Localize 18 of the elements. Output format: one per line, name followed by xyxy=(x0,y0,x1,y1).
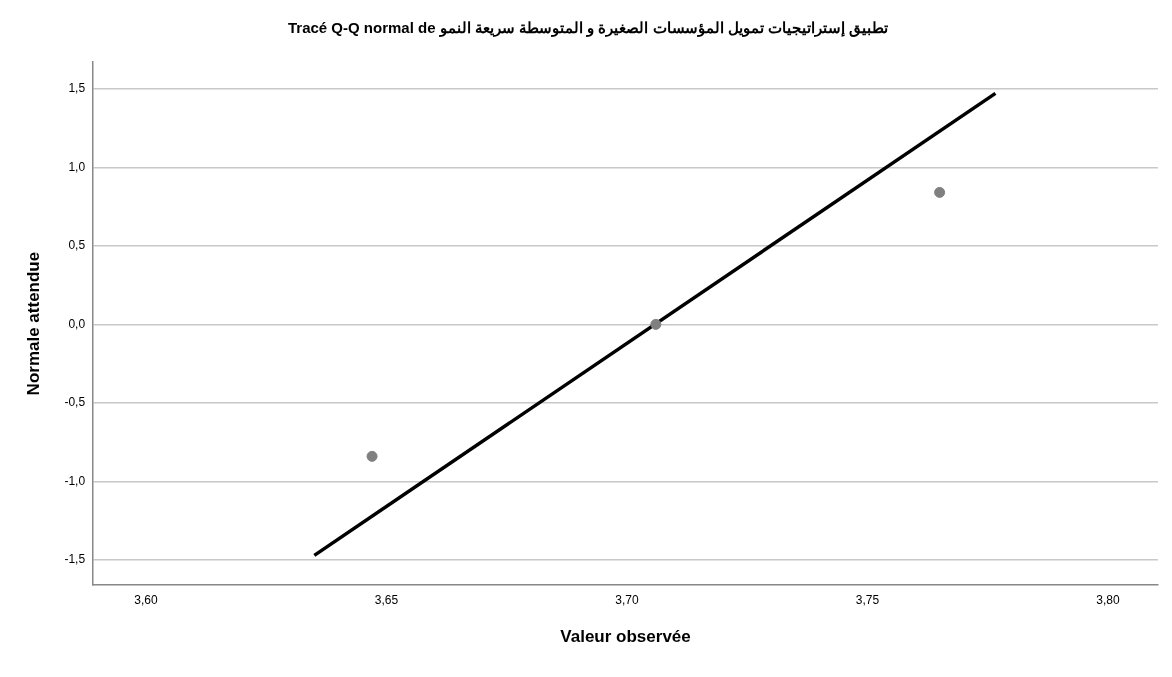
y-tick-label: 1,5 xyxy=(68,81,86,96)
y-axis-title: Normale attendue xyxy=(23,251,43,396)
x-axis-title: Valeur observée xyxy=(560,627,691,647)
chart-title: Tracé Q-Q normal de تطبيق إستراتيجيات تمويل المؤسسات الصغيرة و المتوسطة سريعة النمو xyxy=(287,19,889,38)
point xyxy=(366,450,378,462)
y-tick-label: 1,0 xyxy=(68,159,86,174)
y-tick-label: -0,5 xyxy=(64,395,86,410)
x-tick-label: 3,65 xyxy=(374,592,399,607)
point xyxy=(650,318,662,330)
y-tick-label: -1,0 xyxy=(64,473,86,488)
x-tick-label: 3,60 xyxy=(134,592,158,607)
x-tick-label: 3,80 xyxy=(1096,592,1120,607)
y-tick-label: 0,0 xyxy=(68,316,86,331)
y-tick-label: -1,5 xyxy=(64,552,86,567)
x-tick-label: 3,75 xyxy=(855,592,880,607)
point xyxy=(934,186,946,198)
x-tick-label: 3,70 xyxy=(615,592,639,607)
y-tick-label: 0,5 xyxy=(68,238,86,253)
